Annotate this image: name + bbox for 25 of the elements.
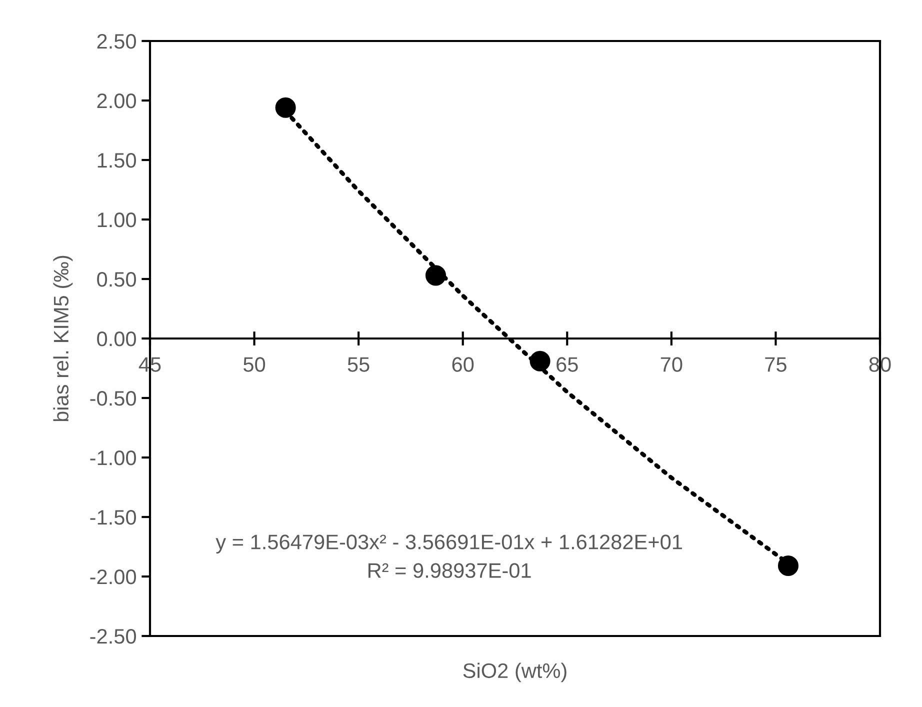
y-tick-label: -2.50 (90, 629, 136, 644)
y-tick-label: -1.00 (90, 450, 136, 466)
y-tick-label: 0.00 (97, 332, 136, 346)
point (530, 350, 550, 372)
x-tick-label: 50 (244, 357, 266, 372)
annotation: R² = 9.98937E-01 (368, 563, 531, 578)
point (275, 97, 296, 118)
y-tick-label: -0.50 (90, 391, 136, 406)
point (425, 265, 446, 286)
x-tick-label: 70 (660, 357, 682, 372)
x-tick-label: 65 (556, 357, 578, 372)
x-axis-title: SiO2 (wt%) (463, 662, 566, 682)
x-tick-label: 55 (348, 357, 370, 372)
x-tick-label: 60 (452, 357, 474, 372)
y-tick-label: 1.00 (98, 212, 136, 228)
y-axis-title: bias rel. KIM5 (‰) (53, 256, 73, 422)
y-tick-label: 2.50 (97, 34, 136, 49)
y-tick-label: -1.50 (90, 510, 136, 525)
y-tick-label: 0.50 (97, 272, 136, 287)
x-tick-label: 75 (765, 357, 786, 372)
annotation: y = 1.56479E-03x² - 3.56691E-01x + 1.61282E+01 (216, 534, 682, 554)
y-tick-label: 2.00 (97, 94, 136, 108)
y-tick-label: 1.50 (98, 153, 136, 168)
y-tick-label: -2.00 (90, 570, 136, 584)
point (778, 556, 798, 576)
